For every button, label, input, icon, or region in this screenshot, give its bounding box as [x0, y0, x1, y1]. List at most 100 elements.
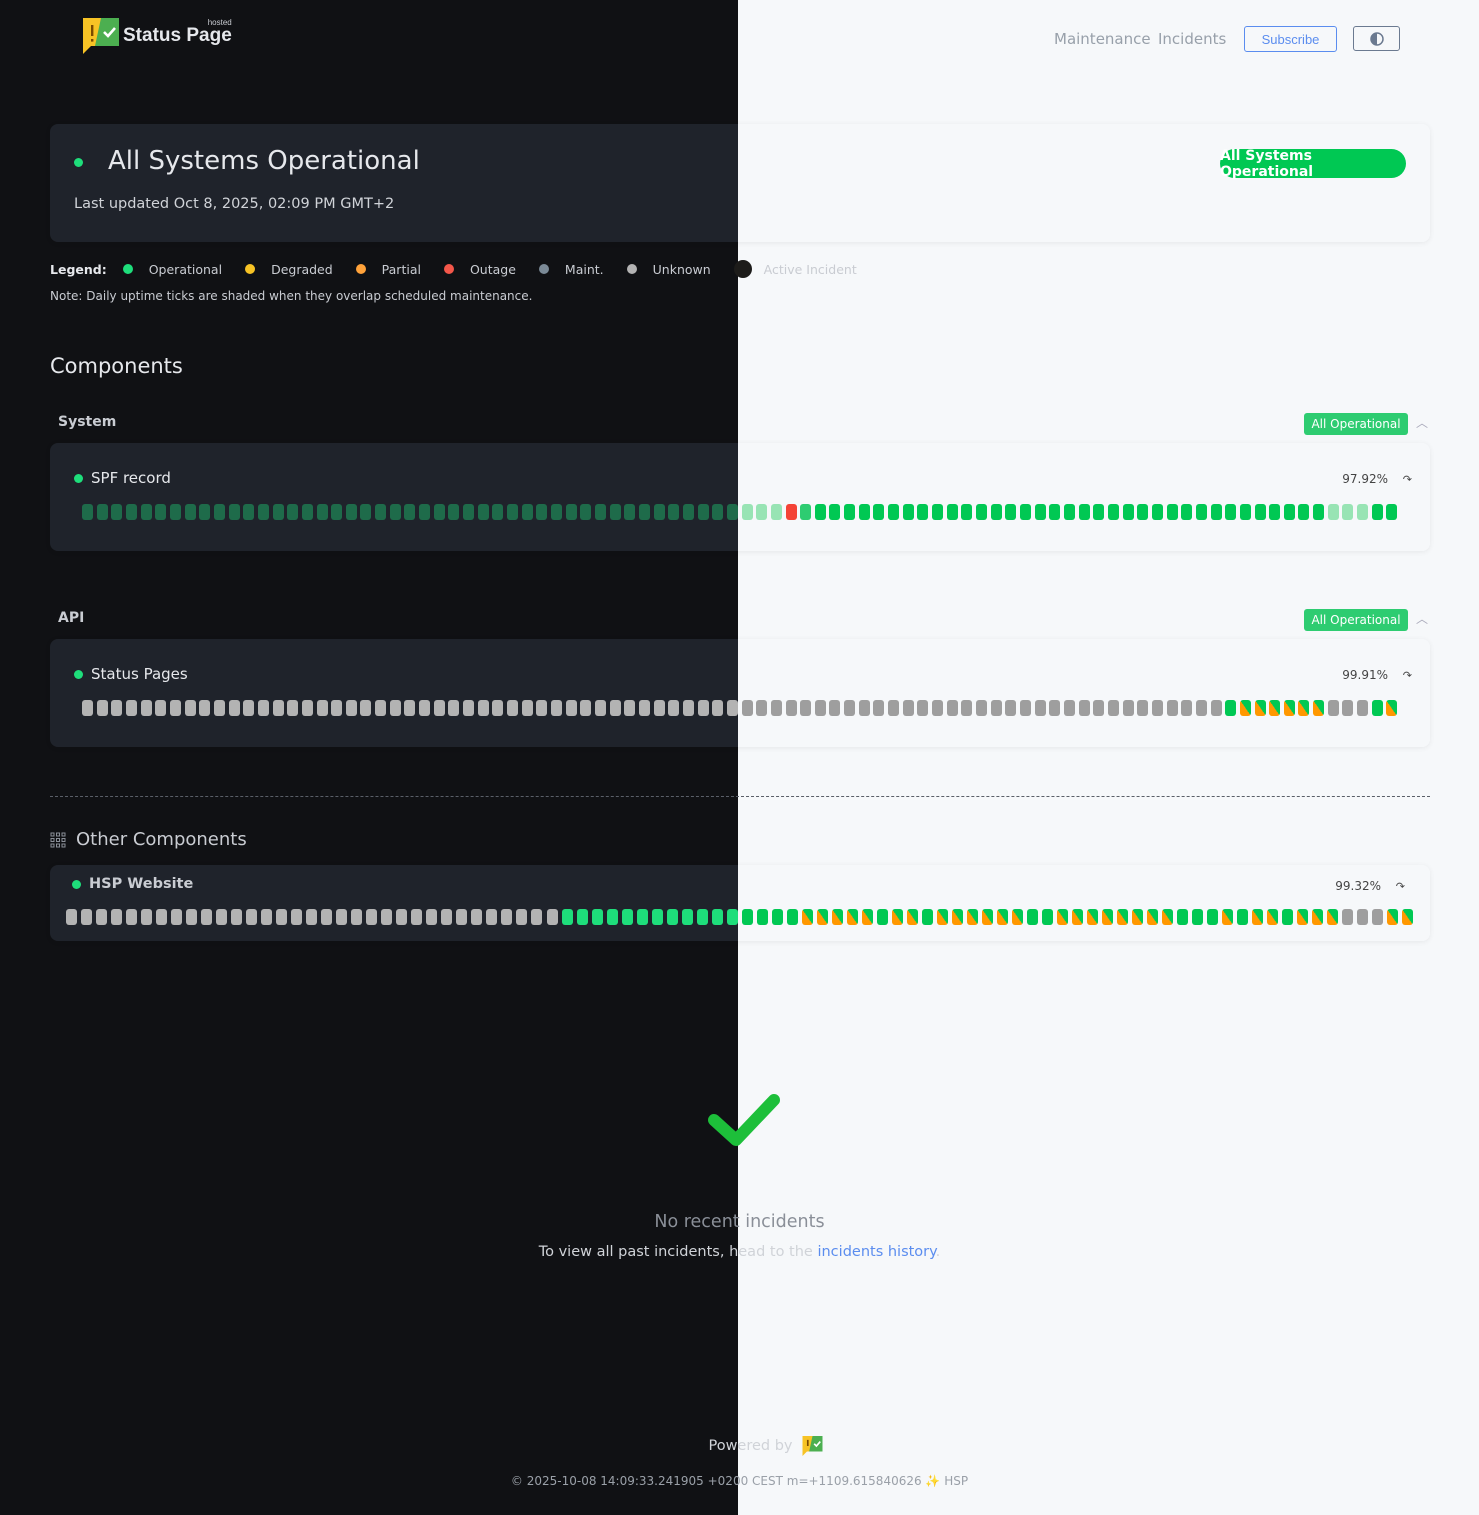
uptime-tick-op[interactable]	[876, 909, 888, 925]
uptime-tick-maint-split[interactable]	[1327, 909, 1339, 925]
uptime-tick-maint-split[interactable]	[981, 909, 993, 925]
uptime-tick-maint-split[interactable]	[1222, 909, 1234, 925]
uptime-tick-unknown[interactable]	[396, 909, 408, 925]
uptime-tick-pale[interactable]	[770, 504, 782, 520]
uptime-tick-unknown[interactable]	[156, 909, 168, 925]
uptime-tick-dim[interactable]	[375, 504, 387, 520]
uptime-tick-unknown[interactable]	[456, 909, 468, 925]
uptime-tick-unknown[interactable]	[531, 909, 543, 925]
uptime-tick-unknown[interactable]	[961, 700, 973, 716]
uptime-tick-op[interactable]	[1166, 504, 1178, 520]
uptime-tick-maint-split[interactable]	[1267, 909, 1279, 925]
uptime-tick-dim[interactable]	[463, 504, 475, 520]
uptime-tick-unknown[interactable]	[471, 909, 483, 925]
uptime-tick-maint-split[interactable]	[1252, 909, 1264, 925]
uptime-tick-dim[interactable]	[638, 504, 650, 520]
uptime-tick-op[interactable]	[771, 909, 783, 925]
uptime-tick-unknown[interactable]	[1020, 700, 1031, 716]
uptime-tick-maint-split[interactable]	[906, 909, 918, 925]
uptime-tick-dim[interactable]	[199, 504, 211, 520]
uptime-tick-unknown[interactable]	[1063, 700, 1075, 716]
uptime-tick-op[interactable]	[621, 909, 633, 925]
uptime-tick-op[interactable]	[921, 909, 933, 925]
uptime-tick-op[interactable]	[1005, 504, 1017, 520]
uptime-tick-unknown[interactable]	[257, 700, 269, 716]
uptime-tick-unknown[interactable]	[96, 909, 108, 925]
uptime-tick-unknown[interactable]	[858, 700, 870, 716]
uptime-tick-unknown[interactable]	[1049, 700, 1061, 716]
uptime-tick-unknown[interactable]	[697, 700, 709, 716]
uptime-tick-dim[interactable]	[155, 504, 167, 520]
uptime-tick-unknown[interactable]	[213, 700, 225, 716]
logo-icon[interactable]	[802, 1436, 823, 1456]
uptime-tick-op[interactable]	[636, 909, 648, 925]
uptime-tick-dim[interactable]	[316, 504, 328, 520]
info-icon[interactable]: ↷	[1402, 473, 1412, 486]
uptime-tick-dim[interactable]	[565, 504, 577, 520]
uptime-tick-dim[interactable]	[301, 504, 313, 520]
uptime-tick-op[interactable]	[666, 909, 678, 925]
uptime-tick-op[interactable]	[1225, 700, 1237, 716]
uptime-tick-maint-split[interactable]	[1283, 700, 1295, 716]
uptime-tick-unknown[interactable]	[171, 909, 183, 925]
uptime-tick-unknown[interactable]	[66, 909, 77, 925]
uptime-tick-op[interactable]	[1313, 504, 1325, 520]
uptime-tick-unknown[interactable]	[551, 700, 562, 716]
uptime-tick-op[interactable]	[1034, 504, 1046, 520]
uptime-tick-dim[interactable]	[726, 504, 738, 520]
uptime-tick-unknown[interactable]	[125, 700, 137, 716]
uptime-tick-maint-split[interactable]	[1162, 909, 1174, 925]
uptime-tick-op[interactable]	[576, 909, 588, 925]
uptime-tick-maint-split[interactable]	[1297, 909, 1309, 925]
uptime-tick-pale[interactable]	[1357, 504, 1369, 520]
uptime-tick-unknown[interactable]	[199, 700, 211, 716]
uptime-tick-unknown[interactable]	[351, 909, 363, 925]
uptime-tick-op[interactable]	[961, 504, 973, 520]
uptime-tick-unknown[interactable]	[501, 909, 513, 925]
uptime-tick-dim[interactable]	[668, 504, 680, 520]
uptime-tick-op[interactable]	[1239, 504, 1251, 520]
uptime-tick-maint-split[interactable]	[1102, 909, 1114, 925]
uptime-tick-maint-split[interactable]	[816, 909, 828, 925]
uptime-tick-op[interactable]	[1371, 700, 1383, 716]
uptime-tick-dim[interactable]	[653, 504, 665, 520]
uptime-tick-maint-split[interactable]	[801, 909, 813, 925]
uptime-tick-maint-split[interactable]	[1057, 909, 1069, 925]
uptime-tick-unknown[interactable]	[186, 909, 198, 925]
uptime-tick-op[interactable]	[1181, 504, 1193, 520]
uptime-tick-dim[interactable]	[257, 504, 269, 520]
uptime-tick-op[interactable]	[1298, 504, 1310, 520]
uptime-tick-maint-split[interactable]	[1254, 700, 1266, 716]
uptime-tick-unknown[interactable]	[1210, 700, 1222, 716]
uptime-tick-unknown[interactable]	[624, 700, 636, 716]
uptime-tick-op[interactable]	[932, 504, 944, 520]
uptime-tick-unknown[interactable]	[272, 700, 284, 716]
uptime-tick-op[interactable]	[1177, 909, 1189, 925]
uptime-tick-dim[interactable]	[551, 504, 562, 520]
uptime-tick-dim[interactable]	[697, 504, 709, 520]
uptime-tick-op-light[interactable]	[800, 504, 812, 520]
uptime-tick-op[interactable]	[1122, 504, 1134, 520]
uptime-tick-unknown[interactable]	[184, 700, 196, 716]
uptime-tick-op[interactable]	[990, 504, 1002, 520]
incidents-history-link[interactable]: incidents history	[817, 1244, 936, 1260]
uptime-tick-dim[interactable]	[404, 504, 416, 520]
uptime-tick-unknown[interactable]	[976, 700, 988, 716]
uptime-tick-op[interactable]	[873, 504, 885, 520]
uptime-tick-op[interactable]	[1042, 909, 1054, 925]
uptime-tick-dim[interactable]	[433, 504, 445, 520]
uptime-tick-unknown[interactable]	[638, 700, 650, 716]
uptime-tick-unknown[interactable]	[668, 700, 680, 716]
uptime-tick-dim[interactable]	[184, 504, 196, 520]
uptime-tick-maint-split[interactable]	[1387, 909, 1399, 925]
uptime-tick-unknown[interactable]	[565, 700, 577, 716]
uptime-tick-op[interactable]	[741, 909, 753, 925]
uptime-tick-dim[interactable]	[360, 504, 372, 520]
uptime-tick-op[interactable]	[1078, 504, 1090, 520]
uptime-tick-dim[interactable]	[213, 504, 225, 520]
uptime-tick-unknown[interactable]	[287, 700, 299, 716]
uptime-tick-unknown[interactable]	[712, 700, 724, 716]
uptime-tick-unknown[interactable]	[1078, 700, 1090, 716]
uptime-tick-op[interactable]	[917, 504, 929, 520]
uptime-tick-unknown[interactable]	[246, 909, 258, 925]
